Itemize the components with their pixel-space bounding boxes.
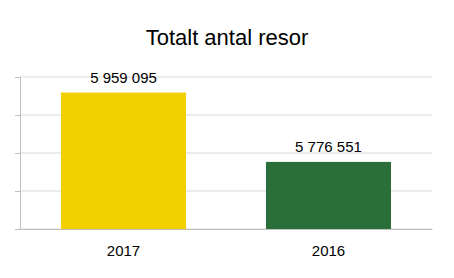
x-axis-line <box>21 229 433 230</box>
y-tick <box>15 77 20 78</box>
x-axis: 2017 2016 <box>21 230 433 259</box>
y-tick <box>15 229 20 230</box>
bar <box>266 162 391 229</box>
x-tick: 2016 <box>312 242 345 259</box>
chart: Totalt antal resor 2017 2016 5 959 095 5 776… <box>0 0 454 278</box>
grid <box>20 77 432 229</box>
x-tick: 2017 <box>107 242 140 259</box>
y-tick-mark <box>15 229 20 230</box>
x-tick-label: 2016 <box>312 242 345 259</box>
bars <box>61 93 391 229</box>
bar <box>61 93 186 229</box>
y-tick <box>15 191 20 192</box>
x-tick-label: 2017 <box>107 242 140 259</box>
y-tick <box>15 115 20 116</box>
title: Totalt antal resor <box>146 25 309 50</box>
data-labels: 5 959 095 5 776 551 <box>90 69 362 155</box>
y-axis-line <box>15 78 21 230</box>
y-tick <box>15 153 20 154</box>
plot: 2017 2016 5 959 095 5 776 551 <box>15 69 433 259</box>
y-tick-mark <box>15 77 20 78</box>
y-tick-mark <box>15 115 20 116</box>
grid-line <box>20 77 432 78</box>
data-label: 5 959 095 <box>90 69 157 86</box>
data-label: 5 776 551 <box>295 138 362 155</box>
y-tick-mark <box>15 191 20 192</box>
y-axis <box>15 78 21 230</box>
y-tick-mark <box>15 153 20 154</box>
